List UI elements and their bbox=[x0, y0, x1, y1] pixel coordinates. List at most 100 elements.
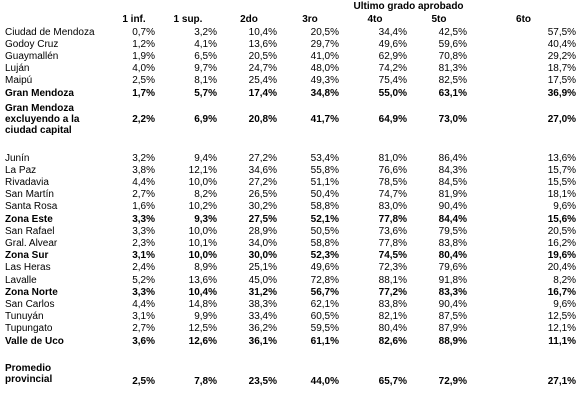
cell-value: 88,9% bbox=[438, 335, 467, 347]
cell-value: 14,8% bbox=[188, 298, 217, 310]
cell-value: 41,7% bbox=[310, 113, 339, 125]
cell-value: 72,8% bbox=[310, 274, 339, 286]
cell-value: 5,2% bbox=[132, 274, 155, 286]
cell-value: 88,1% bbox=[378, 274, 407, 286]
table-row: Guaymallén 1,9% 6,5% 20,5% 41,0% 62,9% 70,8% 29… bbox=[3, 50, 578, 62]
cell-value: 27,5% bbox=[248, 213, 277, 225]
row-label: Zona Sur bbox=[3, 250, 111, 262]
cell-value: 34,6% bbox=[248, 164, 277, 176]
cell-value: 75,4% bbox=[378, 75, 407, 87]
cell-value: 87,9% bbox=[438, 323, 467, 335]
cell-value: 84,5% bbox=[438, 177, 467, 189]
cell-value: 59,5% bbox=[310, 323, 339, 335]
cell-value: 64,9% bbox=[378, 113, 407, 125]
cell-value: 58,8% bbox=[310, 238, 339, 250]
row-label-text: Zona Sur bbox=[5, 250, 49, 262]
cell-value: 3,1% bbox=[132, 250, 155, 262]
cell-value: 9,9% bbox=[194, 311, 217, 323]
row-label: Junín bbox=[3, 152, 111, 164]
cell-value: 51,1% bbox=[310, 177, 339, 189]
row-label: Rivadavia bbox=[3, 177, 111, 189]
cell-value: 44,0% bbox=[310, 376, 339, 388]
row-label: La Paz bbox=[3, 164, 111, 176]
table-row: Zona Norte 3,3% 10,4% 31,2% 56,7% 77,2% 83,3% 1… bbox=[3, 286, 578, 298]
cell-value: 18,1% bbox=[547, 189, 577, 201]
cell-value: 5,7% bbox=[194, 87, 217, 99]
row-label-text: Tupungato bbox=[5, 323, 53, 335]
cell-value: 84,4% bbox=[438, 213, 467, 225]
cell-value: 78,5% bbox=[378, 177, 407, 189]
cell-value: 79,6% bbox=[438, 262, 467, 274]
cell-value: 29,7% bbox=[310, 38, 339, 50]
cell-value: 10,0% bbox=[188, 225, 217, 237]
cell-value: 24,7% bbox=[248, 63, 277, 75]
table-title: Ultimo grado aprobado bbox=[353, 1, 464, 12]
cell-value: 16,7% bbox=[547, 286, 577, 298]
row-label-text: Ciudad de Mendoza bbox=[5, 26, 95, 38]
cell-value: 40,4% bbox=[547, 38, 577, 50]
cell-value: 48,0% bbox=[310, 63, 339, 75]
column-header: 1 inf. bbox=[122, 14, 146, 25]
cell-value: 2,4% bbox=[132, 262, 155, 274]
row-label-text: Promedio provincial bbox=[5, 362, 53, 385]
cell-value: 6,9% bbox=[194, 113, 217, 125]
cell-value: 8,2% bbox=[553, 274, 577, 286]
row-label-text: Gral. Alvear bbox=[5, 238, 58, 250]
table-row: Tunuyán 3,1% 9,9% 33,4% 60,5% 82,1% 87,5% 12,5% bbox=[3, 311, 578, 323]
cell-value: 19,6% bbox=[547, 250, 577, 262]
spacer-row bbox=[3, 139, 578, 152]
cell-value: 34,8% bbox=[310, 87, 339, 99]
cell-value: 15,6% bbox=[547, 213, 577, 225]
cell-value: 49,3% bbox=[310, 75, 339, 87]
cell-value: 27,1% bbox=[547, 376, 577, 388]
cell-value: 20,5% bbox=[248, 50, 277, 62]
cell-value: 83,0% bbox=[378, 201, 407, 213]
row-label: Tunuyán bbox=[3, 311, 111, 323]
cell-value: 6,5% bbox=[194, 50, 217, 62]
row-label: Godoy Cruz bbox=[3, 38, 111, 50]
row-label-text: Zona Norte bbox=[5, 286, 58, 298]
cell-value: 9,4% bbox=[194, 152, 217, 164]
cell-value: 2,3% bbox=[132, 238, 155, 250]
cell-value: 7,8% bbox=[194, 376, 217, 388]
cell-value: 9,6% bbox=[553, 298, 577, 310]
cell-value: 55,8% bbox=[310, 164, 339, 176]
cell-value: 81,0% bbox=[378, 152, 407, 164]
row-label-text: Junín bbox=[5, 152, 30, 164]
table-row: Junín 3,2% 9,4% 27,2% 53,4% 81,0% 86,4% 13,6% bbox=[3, 152, 578, 164]
cell-value: 27,2% bbox=[248, 177, 277, 189]
column-header-row: 1 inf. 1 sup. 2do 3ro 4to 5to 6to bbox=[3, 13, 578, 26]
table-row: Las Heras 2,4% 8,9% 25,1% 49,6% 72,3% 79,6% 20,… bbox=[3, 262, 578, 274]
cell-value: 3,2% bbox=[132, 152, 155, 164]
cell-value: 9,6% bbox=[553, 201, 577, 213]
row-label-text: Gran Mendoza excluyendo a la ciudad capi… bbox=[5, 102, 80, 136]
cell-value: 2,5% bbox=[132, 376, 155, 388]
cell-value: 77,2% bbox=[378, 286, 407, 298]
cell-value: 63,1% bbox=[438, 87, 467, 99]
cell-value: 80,4% bbox=[438, 250, 467, 262]
cell-value: 13,6% bbox=[188, 274, 217, 286]
cell-value: 62,1% bbox=[310, 298, 339, 310]
cell-value: 3,1% bbox=[132, 311, 155, 323]
table-row: Santa Rosa 1,6% 10,2% 30,2% 58,8% 83,0% 90,4% 9… bbox=[3, 201, 578, 213]
cell-value: 52,3% bbox=[310, 250, 339, 262]
table-row: Lavalle 5,2% 13,6% 45,0% 72,8% 88,1% 91,8% 8,2% bbox=[3, 274, 578, 286]
cell-value: 55,0% bbox=[378, 87, 407, 99]
row-label: Tupungato bbox=[3, 323, 111, 335]
cell-value: 17,4% bbox=[248, 87, 277, 99]
cell-value: 4,4% bbox=[132, 298, 155, 310]
cell-value: 2,7% bbox=[132, 323, 155, 335]
cell-value: 56,7% bbox=[310, 286, 339, 298]
row-label: Gral. Alvear bbox=[3, 237, 111, 249]
row-label: Promedio provincial bbox=[3, 360, 111, 387]
cell-value: 49,6% bbox=[310, 262, 339, 274]
row-label: Valle de Uco bbox=[3, 335, 111, 347]
row-label-text: Godoy Cruz bbox=[5, 38, 59, 50]
cell-value: 27,0% bbox=[547, 113, 577, 125]
cell-value: 3,3% bbox=[132, 286, 155, 298]
row-label: Gran Mendoza excluyendo a la ciudad capi… bbox=[3, 99, 111, 139]
cell-value: 9,7% bbox=[194, 63, 217, 75]
cell-value: 20,5% bbox=[310, 26, 339, 38]
row-label-text: Maipú bbox=[5, 75, 33, 87]
cell-value: 41,0% bbox=[310, 50, 339, 62]
